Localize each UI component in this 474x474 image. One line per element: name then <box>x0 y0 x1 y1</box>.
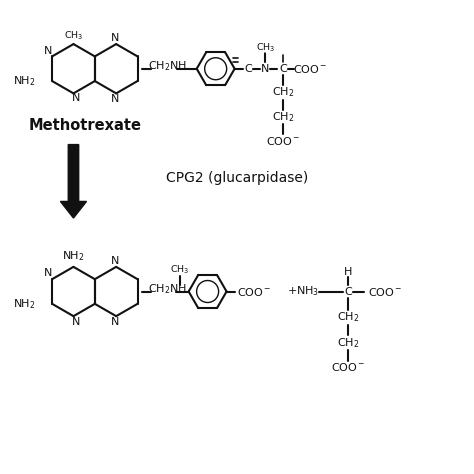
Text: CH$_2$: CH$_2$ <box>272 110 294 124</box>
Text: CH$_2$NH: CH$_2$NH <box>147 59 186 73</box>
Text: COO$^-$: COO$^-$ <box>237 285 271 298</box>
Text: COO$^-$: COO$^-$ <box>331 361 365 374</box>
Text: N: N <box>111 317 119 327</box>
Text: CPG2 (glucarpidase): CPG2 (glucarpidase) <box>166 171 308 185</box>
Text: N: N <box>44 268 53 279</box>
Text: C: C <box>345 286 352 297</box>
Text: CH$_3$: CH$_3$ <box>255 41 275 54</box>
Text: CH$_3$: CH$_3$ <box>170 264 190 276</box>
Text: NH$_2$: NH$_2$ <box>13 297 36 311</box>
Text: COO$^-$: COO$^-$ <box>293 63 328 75</box>
Text: COO$^-$: COO$^-$ <box>368 285 402 298</box>
Text: CH$_3$: CH$_3$ <box>64 29 83 42</box>
Text: C: C <box>244 64 252 74</box>
FancyArrow shape <box>61 145 87 218</box>
Text: N: N <box>261 64 270 74</box>
Text: C: C <box>279 64 287 74</box>
Text: Methotrexate: Methotrexate <box>29 118 142 133</box>
Text: N: N <box>72 317 80 327</box>
Text: NH$_2$: NH$_2$ <box>62 249 85 264</box>
Text: N: N <box>111 256 119 266</box>
Text: CH$_2$NH: CH$_2$NH <box>147 282 186 296</box>
Text: CH$_2$: CH$_2$ <box>272 85 294 100</box>
Text: COO$^-$: COO$^-$ <box>266 135 300 147</box>
Text: N: N <box>111 94 119 104</box>
Text: N: N <box>72 93 80 103</box>
Text: N: N <box>44 46 53 56</box>
Text: CH$_2$: CH$_2$ <box>337 310 360 324</box>
Text: N: N <box>111 33 119 44</box>
Text: NH$_2$: NH$_2$ <box>13 74 36 88</box>
Text: H: H <box>344 266 353 277</box>
Text: CH$_2$: CH$_2$ <box>337 336 360 350</box>
Text: +NH$_3$: +NH$_3$ <box>287 284 319 299</box>
